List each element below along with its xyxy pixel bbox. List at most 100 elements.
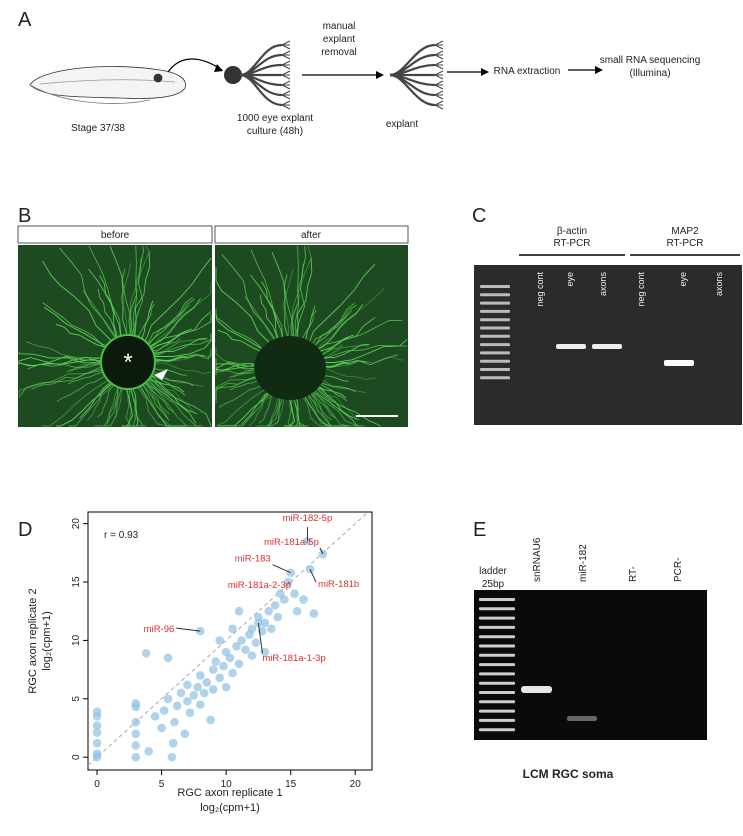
fluorescent-axons <box>18 245 212 427</box>
axon <box>239 43 283 77</box>
axon <box>316 319 403 360</box>
fluorescent-axons <box>215 245 408 427</box>
axon <box>307 263 376 347</box>
ladder-band <box>479 728 515 732</box>
arrow-heads <box>376 66 603 79</box>
point <box>206 715 215 725</box>
branch <box>281 84 291 90</box>
axon <box>218 382 267 408</box>
axon <box>239 63 283 77</box>
lane-label: 25bp <box>482 579 505 590</box>
point <box>279 595 289 604</box>
y-tick-label: 0 <box>71 754 82 760</box>
bands <box>556 344 694 366</box>
point <box>208 685 218 694</box>
ladder-band <box>479 644 515 648</box>
axon <box>146 382 174 413</box>
axon <box>142 385 169 419</box>
axon <box>18 370 102 395</box>
branch <box>434 50 444 56</box>
branch <box>281 80 291 86</box>
point <box>150 711 160 721</box>
x-tick-label: 15 <box>285 779 297 790</box>
axon <box>389 73 436 107</box>
annotation-leader <box>319 547 324 555</box>
branch <box>434 90 444 96</box>
ladder-band <box>480 301 510 305</box>
axon <box>109 246 128 335</box>
lane-label: PCR- <box>673 558 684 582</box>
ladder-band <box>479 681 515 685</box>
point <box>270 601 280 610</box>
axon <box>283 274 295 341</box>
point <box>131 752 141 762</box>
axon <box>215 267 273 347</box>
axon <box>221 253 278 344</box>
axon <box>138 387 178 427</box>
branch <box>281 100 291 106</box>
point <box>163 653 173 663</box>
point <box>92 738 102 748</box>
axon <box>156 362 212 374</box>
axon <box>304 391 331 425</box>
axon <box>250 249 284 341</box>
point <box>183 680 192 690</box>
panel-label: A <box>18 9 32 31</box>
step-label: manual <box>323 21 356 32</box>
ladder-band <box>479 672 515 676</box>
point <box>159 706 169 715</box>
axon <box>18 352 101 364</box>
ladder-band <box>479 691 515 694</box>
axon <box>96 385 114 418</box>
axon <box>300 309 317 343</box>
axon <box>99 275 121 336</box>
axon <box>215 308 267 354</box>
point <box>131 729 141 739</box>
annotation: miR-181a-2-3p <box>228 580 291 591</box>
panel-label: B <box>18 205 31 227</box>
point <box>219 661 228 671</box>
axon <box>215 362 263 370</box>
ladder-band <box>480 326 510 330</box>
axon <box>153 338 181 351</box>
axon <box>148 380 197 424</box>
point <box>131 699 141 708</box>
axon <box>155 338 212 357</box>
x-axis-label: RGC axon replicate 1 <box>177 787 282 799</box>
axon <box>312 383 382 427</box>
plot-frame <box>87 511 373 771</box>
axon <box>129 245 150 335</box>
panel-label: C <box>472 205 486 227</box>
point <box>168 738 178 748</box>
axon <box>149 379 197 415</box>
image-title: after <box>301 230 322 241</box>
point <box>157 723 166 733</box>
point <box>92 707 102 716</box>
point <box>221 682 231 692</box>
axon <box>42 260 111 341</box>
panel-label: E <box>473 519 486 541</box>
ladder-band <box>480 351 510 355</box>
lane-label: miR-182 <box>578 544 589 582</box>
step-label: small RNA sequencing <box>600 55 701 66</box>
ladder-band <box>480 343 510 347</box>
ladder-band <box>480 285 510 288</box>
branch <box>281 40 291 46</box>
ladder-band <box>479 700 515 704</box>
branch <box>281 54 291 60</box>
axon <box>68 383 111 427</box>
point <box>183 696 192 706</box>
branch <box>434 94 444 100</box>
axon <box>312 288 385 353</box>
axon <box>316 377 366 394</box>
axon <box>258 391 276 424</box>
axon <box>152 331 186 349</box>
axon <box>18 368 102 398</box>
point <box>234 659 244 669</box>
point <box>237 636 246 645</box>
ladder-band <box>479 653 515 657</box>
step-label: RNA extraction <box>494 66 561 77</box>
axon <box>121 389 133 427</box>
branch <box>434 84 444 90</box>
axon <box>155 368 187 376</box>
